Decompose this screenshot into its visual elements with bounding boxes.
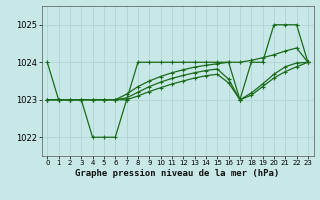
X-axis label: Graphe pression niveau de la mer (hPa): Graphe pression niveau de la mer (hPa)	[76, 169, 280, 178]
